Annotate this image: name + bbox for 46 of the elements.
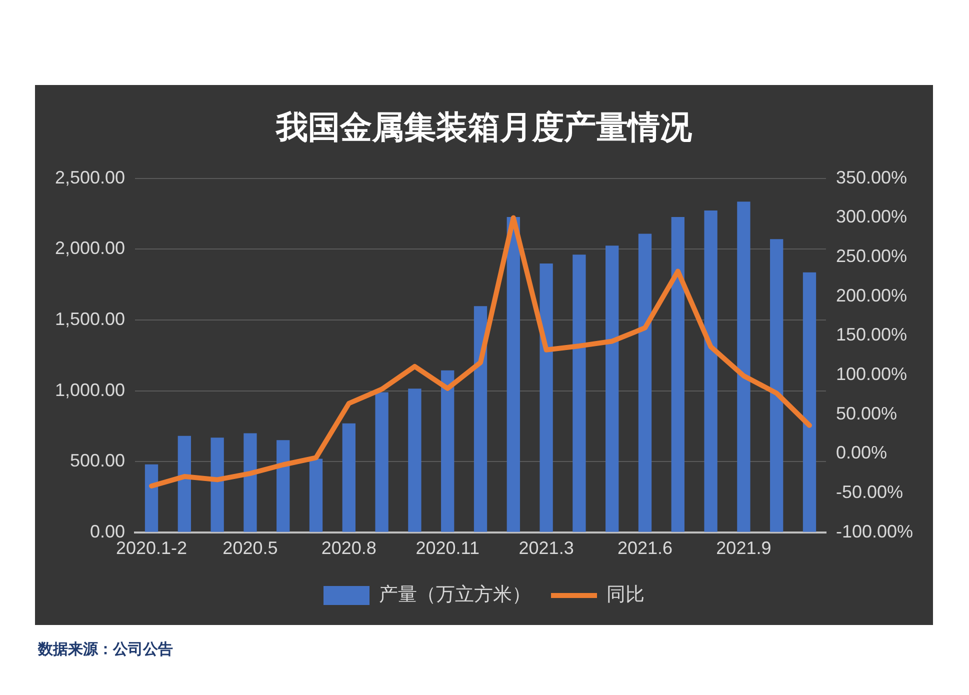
y2-tick-label: 250.00% [836, 246, 908, 266]
chart-title: 我国金属集装箱月度产量情况 [275, 109, 693, 146]
x-tick-label: 2020.8 [321, 538, 376, 558]
bar [244, 433, 257, 532]
x-tick-label: 2021.3 [518, 538, 574, 558]
bar [802, 272, 816, 532]
y-tick-label: 2,000.00 [54, 238, 126, 258]
legend-label: 产量（万立方米） [379, 584, 531, 606]
legend-label: 同比 [606, 584, 644, 606]
bar [474, 306, 488, 532]
y2-tick-label: 50.00% [836, 403, 898, 424]
bar [210, 438, 224, 532]
y2-tick-label: -100.00% [836, 521, 914, 542]
y-tick-label: 2,500.00 [54, 167, 126, 188]
x-tick-label: 2020.11 [416, 538, 480, 558]
bar [408, 388, 422, 532]
bar [276, 440, 290, 532]
bar [506, 217, 520, 532]
y-tick-label: 500.00 [70, 450, 126, 471]
y-tick-label: 1,500.00 [54, 308, 126, 329]
y2-tick-label: 100.00% [836, 364, 908, 384]
bar [770, 239, 784, 532]
bar [375, 392, 388, 532]
bar [441, 370, 454, 532]
y2-tick-label: 300.00% [836, 206, 908, 227]
y2-tick-label: 0.00% [836, 442, 887, 463]
y2-tick-label: 350.00% [836, 167, 908, 188]
bar [606, 246, 619, 532]
bar [704, 210, 718, 532]
y-tick-label: 1,000.00 [54, 380, 126, 400]
bar [178, 436, 191, 532]
source-note: 数据来源：公司公告 [38, 640, 173, 659]
y2-tick-label: -50.00% [836, 482, 903, 502]
y2-tick-label: 200.00% [836, 285, 908, 306]
bar [309, 458, 323, 532]
bar [638, 234, 652, 532]
bar [540, 264, 553, 532]
bar [342, 423, 356, 532]
bar [737, 202, 750, 532]
x-tick-label: 2020.5 [222, 538, 278, 558]
bar [572, 254, 586, 532]
bar [671, 217, 684, 532]
bar [144, 464, 158, 532]
y2-tick-label: 150.00% [836, 324, 908, 345]
x-tick-label: 2021.6 [617, 538, 673, 558]
x-tick-label: 2021.9 [716, 538, 772, 558]
